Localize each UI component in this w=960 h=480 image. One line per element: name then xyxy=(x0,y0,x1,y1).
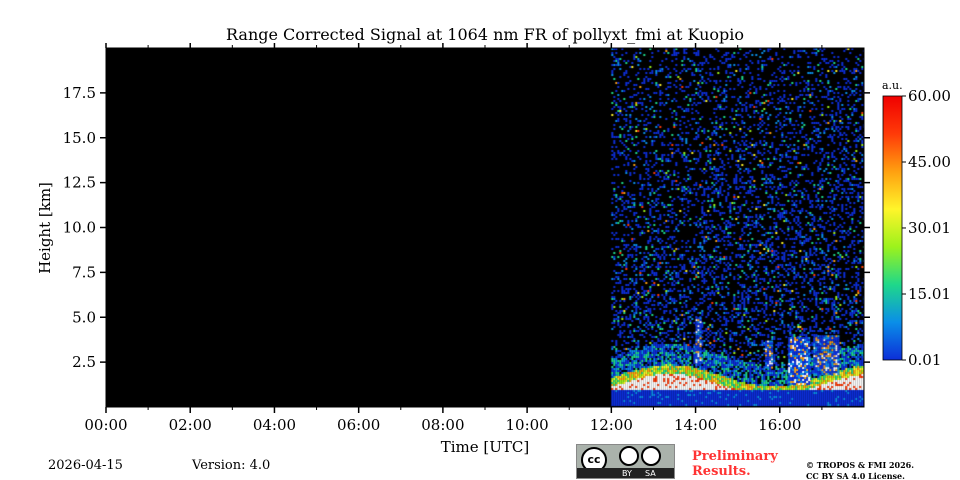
date-label: 2026-04-15 xyxy=(48,458,123,473)
colorbar xyxy=(882,95,903,361)
x-tick-label: 06:00 xyxy=(337,416,380,434)
by-icon xyxy=(619,446,639,466)
preliminary-results: Preliminary Results. xyxy=(692,449,778,479)
results-text: Results. xyxy=(692,464,751,479)
x-tick-label: 04:00 xyxy=(253,416,296,434)
x-tick-label: 12:00 xyxy=(590,416,633,434)
colorbar-tick-label: 60.00 xyxy=(908,87,951,105)
y-axis-label: Height [km] xyxy=(36,182,54,274)
x-tick-label: 14:00 xyxy=(674,416,717,434)
y-tick-label: 10.0 xyxy=(63,219,96,237)
x-tick-label: 02:00 xyxy=(169,416,212,434)
chart-title: Range Corrected Signal at 1064 nm FR of … xyxy=(225,25,745,44)
x-tick-label: 16:00 xyxy=(758,416,801,434)
x-axis-label: Time [UTC] xyxy=(440,438,530,456)
sa-icon xyxy=(641,446,661,466)
plot-frame xyxy=(105,47,865,408)
y-tick-label: 7.5 xyxy=(72,263,96,281)
y-tick-label: 2.5 xyxy=(72,353,96,371)
cc-by-text: BY xyxy=(622,469,632,478)
copyright-notice: © TROPOS & FMI 2026. CC BY SA 4.0 Licens… xyxy=(806,460,914,480)
x-tick-label: 10:00 xyxy=(505,416,548,434)
cc-sa-text: SA xyxy=(645,469,656,478)
cc-license-badge: cc BY SA xyxy=(576,444,675,479)
x-tick-label: 00:00 xyxy=(84,416,127,434)
plot-area xyxy=(106,48,864,407)
signal-heatmap xyxy=(106,48,864,407)
colorbar-tick-label: 0.01 xyxy=(908,351,941,369)
y-tick-label: 5.0 xyxy=(72,308,96,326)
version-label: Version: 4.0 xyxy=(192,458,271,473)
copyright-text: © TROPOS & FMI 2026. xyxy=(806,460,915,470)
license-text: CC BY SA 4.0 License. xyxy=(806,471,905,480)
colorbar-tick-label: 30.01 xyxy=(908,219,951,237)
y-tick-label: 15.0 xyxy=(63,129,96,147)
colorbar-unit: a.u. xyxy=(882,79,903,92)
colorbar-tick-label: 15.01 xyxy=(908,285,951,303)
y-tick-label: 17.5 xyxy=(63,84,96,102)
x-tick-label: 08:00 xyxy=(421,416,464,434)
preliminary-text: Preliminary xyxy=(692,449,778,464)
colorbar-tick-label: 45.00 xyxy=(908,153,951,171)
y-tick-label: 12.5 xyxy=(63,174,96,192)
